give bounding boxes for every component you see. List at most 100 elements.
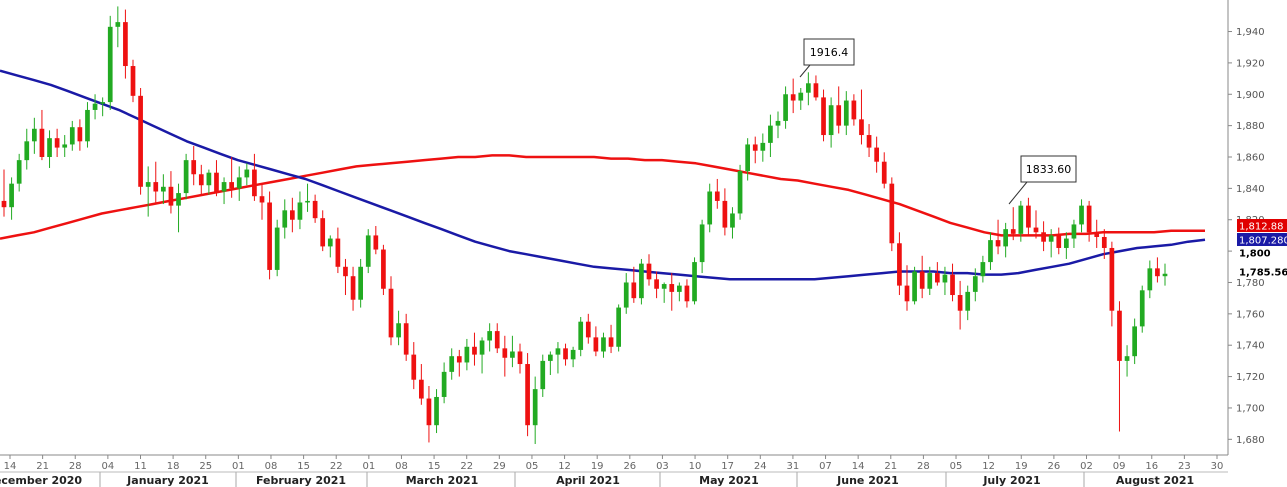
candle-body	[919, 271, 925, 289]
candle-body	[646, 263, 652, 280]
candle-body	[183, 160, 189, 194]
candle-body	[517, 351, 523, 365]
candle-body	[1109, 247, 1115, 311]
candle-body	[487, 331, 492, 341]
callout-box	[1020, 155, 1077, 183]
candle-body	[935, 273, 940, 283]
candle-body	[714, 191, 720, 201]
candle-body	[396, 323, 401, 338]
x-tick-label: 18	[167, 461, 180, 472]
x-tick-label: 25	[199, 461, 212, 472]
month-label: March 2021	[406, 474, 479, 487]
candle-body	[145, 182, 151, 187]
candle-body	[798, 92, 804, 101]
month-label: August 2021	[1116, 474, 1194, 487]
candle-body	[449, 356, 455, 372]
candle-body	[1086, 205, 1092, 233]
price-badge-bg	[1237, 219, 1287, 232]
x-tick-label: 05	[526, 461, 539, 472]
candle-body	[472, 346, 477, 355]
candle-body	[570, 349, 576, 360]
candle-body	[32, 128, 37, 142]
candle-body	[176, 193, 181, 206]
candle-body	[1010, 229, 1016, 234]
candle-body	[39, 128, 45, 157]
candle-body	[327, 238, 333, 247]
x-tick-label: 28	[917, 461, 930, 472]
candle-body	[47, 138, 52, 157]
candle-body	[563, 348, 568, 360]
x-tick-label: 26	[1048, 461, 1061, 472]
candle-body	[320, 218, 326, 247]
candle-body	[123, 22, 128, 67]
x-tick-label: 05	[950, 461, 963, 472]
candle-body	[494, 331, 500, 349]
x-tick-label: 09	[1113, 461, 1126, 472]
candle-body	[9, 183, 14, 208]
candle-body	[1132, 326, 1137, 357]
candle-body	[775, 120, 781, 126]
candle-body	[752, 144, 758, 151]
candle-body	[760, 142, 766, 151]
x-tick-label: 15	[297, 461, 310, 472]
price-badge: 1,812.88	[1237, 219, 1287, 233]
candle-body	[555, 348, 561, 355]
y-tick-label: 1,900	[1236, 90, 1265, 101]
x-tick-label: 11	[134, 461, 147, 472]
candle-body	[1124, 356, 1130, 361]
y-tick-label: 1,940	[1236, 27, 1265, 38]
candle-body	[745, 144, 750, 172]
candle-body	[282, 210, 288, 228]
candle-body	[585, 321, 591, 338]
candle-body	[1117, 310, 1122, 361]
candle-body	[244, 169, 250, 178]
x-tick-label: 04	[101, 461, 114, 472]
candle-body	[24, 141, 30, 161]
month-label: January 2021	[126, 474, 209, 487]
x-tick-label: 10	[689, 461, 702, 472]
x-tick-label: 24	[754, 461, 767, 472]
candle-body	[290, 210, 295, 220]
candle-body	[843, 100, 849, 126]
y-tick-label: 1,720	[1236, 372, 1265, 383]
x-tick-label: 30	[1211, 461, 1224, 472]
candle-body	[1033, 227, 1039, 233]
price-badge-bg	[1237, 265, 1287, 278]
month-label: July 2021	[982, 474, 1040, 487]
candle-body	[229, 182, 234, 189]
candle-body	[16, 160, 22, 184]
y-tick-label: 1,680	[1236, 435, 1265, 446]
candle-body	[335, 238, 341, 267]
y-tick-label: 1,920	[1236, 58, 1265, 69]
x-tick-label: 22	[460, 461, 473, 472]
x-tick-label: 01	[232, 461, 245, 472]
callout-pointer	[1008, 181, 1028, 205]
month-label: February 2021	[256, 474, 346, 487]
candle-body	[153, 182, 159, 192]
candle-body	[305, 200, 310, 203]
candle-body	[995, 240, 1001, 247]
candle-body	[616, 307, 621, 347]
x-tick-label: 08	[395, 461, 408, 472]
candle-body	[1155, 268, 1160, 277]
price-callout: 1833.60	[1008, 155, 1077, 205]
y-tick-label: 1,860	[1236, 153, 1265, 164]
x-tick-label: 03	[656, 461, 669, 472]
candle-body	[532, 389, 538, 426]
candle-body	[828, 105, 834, 136]
x-tick-label: 29	[493, 461, 506, 472]
callout-pointer	[799, 64, 811, 78]
candle-body	[107, 26, 113, 103]
candle-body	[252, 169, 257, 197]
candle-body	[365, 235, 371, 267]
candle-body	[1048, 235, 1054, 242]
candle-body	[601, 337, 606, 352]
candle-body	[54, 138, 60, 148]
candle-body	[1101, 236, 1107, 248]
candle-body	[806, 83, 811, 93]
price-badge-bg	[1237, 233, 1287, 246]
candle-body	[403, 323, 409, 355]
candle-body	[669, 284, 675, 292]
